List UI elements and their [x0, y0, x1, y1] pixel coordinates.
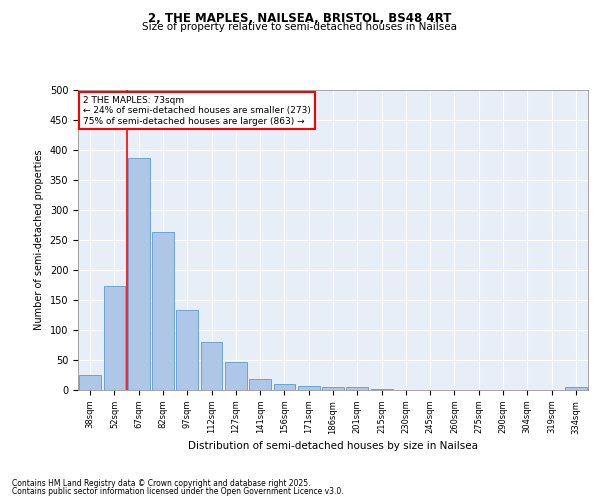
Bar — [565, 387, 587, 390]
X-axis label: Distribution of semi-detached houses by size in Nailsea: Distribution of semi-detached houses by … — [188, 440, 478, 450]
Bar — [346, 387, 368, 390]
Bar — [200, 342, 223, 390]
Bar — [176, 310, 198, 390]
Text: Contains public sector information licensed under the Open Government Licence v3: Contains public sector information licen… — [12, 487, 344, 496]
Text: Contains HM Land Registry data © Crown copyright and database right 2025.: Contains HM Land Registry data © Crown c… — [12, 478, 311, 488]
Y-axis label: Number of semi-detached properties: Number of semi-detached properties — [34, 150, 44, 330]
Bar — [79, 375, 101, 390]
Text: 2 THE MAPLES: 73sqm
← 24% of semi-detached houses are smaller (273)
75% of semi-: 2 THE MAPLES: 73sqm ← 24% of semi-detach… — [83, 96, 311, 126]
Bar — [152, 232, 174, 390]
Bar — [371, 389, 392, 390]
Text: Size of property relative to semi-detached houses in Nailsea: Size of property relative to semi-detach… — [143, 22, 458, 32]
Bar — [274, 384, 295, 390]
Bar — [298, 386, 320, 390]
Text: 2, THE MAPLES, NAILSEA, BRISTOL, BS48 4RT: 2, THE MAPLES, NAILSEA, BRISTOL, BS48 4R… — [148, 12, 452, 26]
Bar — [104, 286, 125, 390]
Bar — [322, 387, 344, 390]
Bar — [225, 362, 247, 390]
Bar — [128, 158, 149, 390]
Bar — [249, 378, 271, 390]
